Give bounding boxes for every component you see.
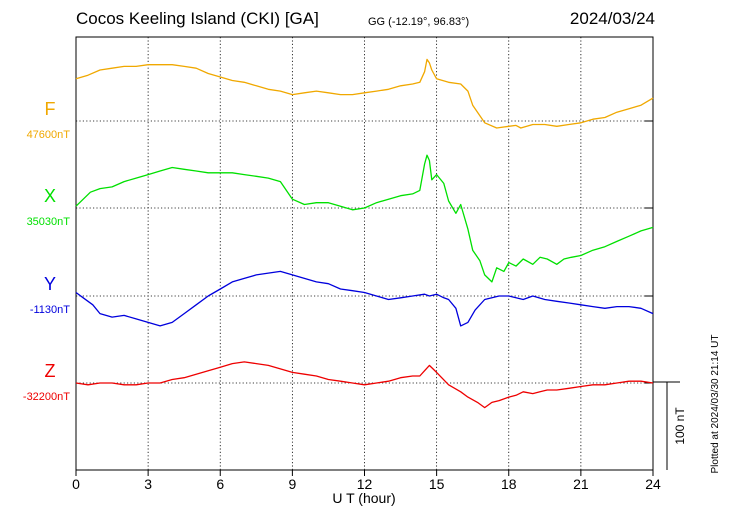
x-axis-ticks: 0 3 6 9 12 15 18 21 24	[72, 470, 661, 492]
date-label: 2024/03/24	[570, 9, 655, 28]
series-labels: F 47600nT X 35030nT Y -1130nT Z -32200nT	[23, 99, 70, 403]
series-name-x: X	[44, 186, 56, 206]
series-baseline-label-f: 47600nT	[27, 129, 71, 141]
series-baseline-label-z: -32200nT	[23, 391, 70, 403]
series-name-z: Z	[45, 361, 56, 381]
series-line-x	[75, 154, 654, 283]
series-line-f	[75, 58, 654, 129]
scale-bar: 100 nT	[653, 381, 687, 470]
x-tick-label: 6	[216, 476, 224, 492]
plotted-at-note: Plotted at 2024/03/30 21:14 UT	[710, 335, 721, 474]
series-baseline-label-y: -1130nT	[30, 304, 70, 316]
x-tick-label: 9	[288, 476, 296, 492]
x-axis-label: U T (hour)	[332, 490, 395, 506]
scale-bar-label: 100 nT	[673, 407, 687, 445]
series-line-y	[75, 270, 654, 327]
x-tick-label: 0	[72, 476, 80, 492]
series-name-f: F	[45, 99, 56, 119]
series-lines	[75, 58, 654, 409]
series-name-y: Y	[44, 274, 56, 294]
series-baseline-label-x: 35030nT	[27, 216, 71, 228]
x-tick-label: 21	[573, 476, 589, 492]
x-tick-label: 12	[357, 476, 373, 492]
x-tick-label: 24	[645, 476, 661, 492]
station-coordinates: GG (-12.19°, 96.83°)	[368, 16, 469, 28]
x-tick-label: 18	[501, 476, 517, 492]
series-line-z	[75, 361, 654, 409]
station-title: Cocos Keeling Island (CKI) [GA]	[76, 9, 319, 28]
x-tick-label: 3	[144, 476, 152, 492]
grid-lines	[147, 37, 582, 470]
x-tick-label: 15	[429, 476, 445, 492]
